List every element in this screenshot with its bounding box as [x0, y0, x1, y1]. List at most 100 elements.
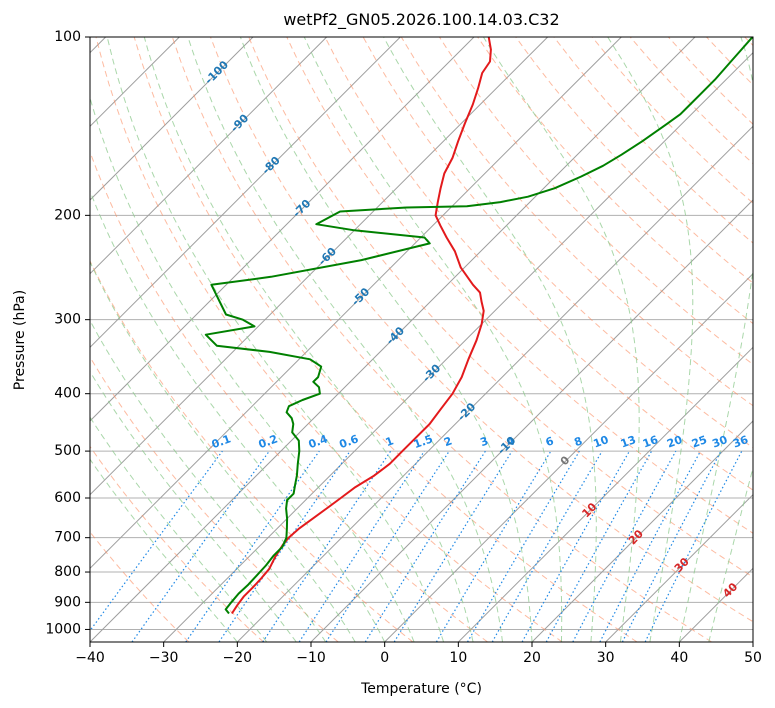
moist-adiabat-line [678, 37, 753, 642]
x-tick-label: −30 [149, 650, 179, 666]
mixing-ratio-label: 0.2 [257, 432, 280, 451]
mixing-ratio-label: 6 [544, 434, 556, 449]
mixing-ratio-label: 30 [710, 433, 729, 451]
mixing-ratio-label: 0.6 [338, 432, 361, 451]
isotherm-line [90, 37, 622, 570]
mixing-ratio-label: 25 [690, 433, 709, 450]
y-tick-label: 800 [54, 564, 81, 580]
isotherm-line [605, 493, 753, 642]
dry-adiabat-line [668, 37, 753, 125]
mixing-ratio-line [599, 450, 702, 642]
dry-adiabat-line [515, 37, 753, 284]
mixing-ratio-label: 4 [505, 434, 517, 449]
y-axis-label: Pressure (hPa) [12, 290, 28, 390]
mixing-ratio-line [218, 450, 351, 642]
isotherm-line [310, 199, 753, 642]
dry-adiabat-line [90, 445, 264, 642]
dry-adiabat-line [90, 259, 414, 642]
x-axis-label: Temperature (°C) [360, 681, 482, 697]
y-tick-label: 300 [54, 312, 81, 328]
moist-adiabat-line [239, 37, 533, 642]
isotherm-line [90, 37, 549, 496]
chart-title: wetPf2_GN05.2026.100.14.03.C32 [283, 10, 559, 30]
isotherm-line [531, 420, 753, 642]
dry-adiabat-line [90, 150, 488, 642]
dry-adiabat-line [744, 37, 753, 47]
moist-adiabat-line [90, 416, 268, 642]
y-tick-label: 500 [54, 443, 81, 459]
dry-adiabat-line [171, 37, 712, 642]
moist-adiabat-line [90, 260, 356, 642]
isotherm-line [90, 37, 254, 201]
y-tick-label: 700 [54, 530, 81, 546]
dry-adiabat-line [133, 37, 638, 642]
isotherm-line [752, 641, 753, 642]
mixing-ratio-label: 36 [731, 433, 750, 451]
dry-adiabat-line [553, 37, 753, 244]
moist-adiabat-line [607, 37, 694, 642]
moist-adiabat-line [90, 370, 297, 642]
mixing-ratio-label: 0.1 [210, 432, 233, 451]
mixing-ratio-label: 0.4 [307, 432, 330, 451]
dry-adiabat-line [591, 37, 753, 204]
x-tick-label: 30 [597, 650, 615, 666]
x-tick-label: −40 [75, 650, 105, 666]
x-tick-label: −10 [296, 650, 326, 666]
isotherm-line [384, 272, 753, 642]
moist-adiabat-line [303, 37, 563, 642]
moist-adiabat-line [708, 466, 753, 642]
y-tick-label: 200 [54, 207, 81, 223]
isotherm-line [236, 125, 753, 642]
moist-adiabat-line [187, 37, 503, 642]
profile-lines [204, 37, 753, 615]
x-tick-label: 50 [744, 650, 762, 666]
moist-adiabat-line [482, 37, 640, 642]
dry-adiabat-line [210, 37, 753, 623]
isotherm-line [90, 37, 328, 275]
x-axis: −40 −30 −20 −10 0 10 20 30 40 50 [75, 642, 762, 666]
mixing-ratio-line [185, 450, 320, 642]
mixing-ratio-line [131, 450, 270, 642]
x-tick-label: −20 [223, 650, 253, 666]
moist-adiabat-line [90, 319, 327, 642]
mixing-ratio-label: 1 [384, 434, 396, 449]
mixing-ratio-line [393, 450, 513, 642]
isotherm-line [457, 346, 753, 642]
y-tick-label: 600 [54, 490, 81, 506]
y-tick-label: 900 [54, 594, 81, 610]
moist-adiabat-line [90, 96, 415, 642]
y-tick-label: 400 [54, 386, 81, 402]
y-axis: 100 200 300 400 500 600 700 800 900 1000 [45, 29, 90, 637]
y-tick-label: 1000 [45, 621, 81, 637]
x-tick-label: 40 [670, 650, 688, 666]
mixing-ratio-label: 13 [619, 433, 638, 450]
isotherm-line [90, 37, 401, 349]
mixing-ratio-line [364, 450, 486, 642]
dewpoint-profile-line [204, 37, 753, 615]
mixing-ratio-line [545, 450, 653, 642]
x-tick-label: 20 [523, 650, 541, 666]
dry-adiabat-line [95, 37, 563, 642]
mixing-ratio-line [466, 450, 580, 642]
dry-adiabat-line [248, 37, 753, 578]
moist-adiabat-line [143, 37, 474, 642]
temperature-profile-line [231, 37, 492, 615]
y-tick-label: 100 [54, 29, 81, 45]
isotherm-line [90, 37, 696, 642]
background-lines [90, 37, 753, 642]
mixing-ratio-line [572, 450, 677, 642]
dry-adiabat-line [90, 356, 339, 642]
mixing-ratio-label: 3 [478, 434, 490, 449]
mixing-ratio-line [262, 450, 392, 642]
mixing-ratio-label: 2 [442, 434, 454, 449]
mixing-ratio-line [298, 450, 425, 642]
mixing-ratio-label: 8 [572, 434, 584, 449]
mixing-ratio-label: 16 [641, 433, 660, 451]
plot-frame [89, 36, 754, 643]
mixing-ratio-line [644, 450, 743, 642]
isotherm-line [90, 37, 475, 422]
dry-adiabat-line [706, 37, 753, 86]
moist-adiabat-line [90, 458, 238, 642]
isotherm-line [163, 51, 753, 642]
